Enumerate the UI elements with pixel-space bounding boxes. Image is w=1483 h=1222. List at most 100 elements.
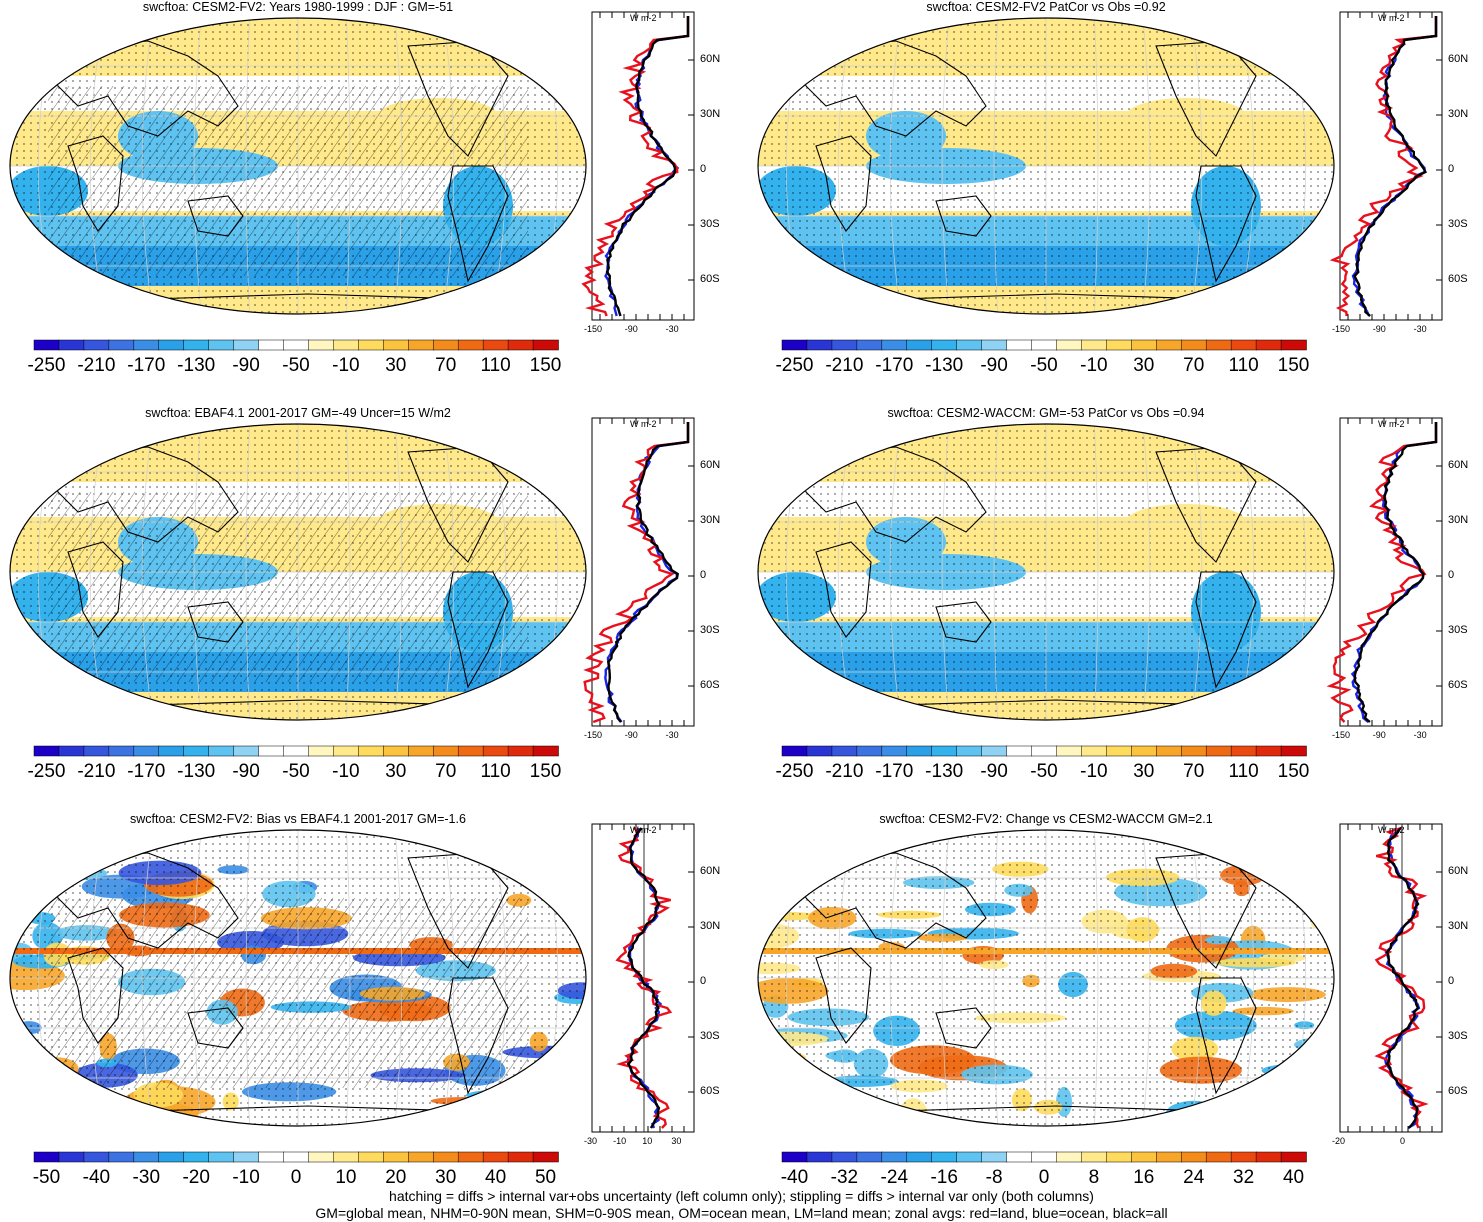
zonal-lat-label: 30N <box>1448 920 1469 932</box>
colorbar <box>781 339 1307 351</box>
zonal-lat-label: 0 <box>1448 975 1455 987</box>
zonal-x-tick: -150 <box>584 730 603 740</box>
zonal-lat-label: 30S <box>1448 218 1468 230</box>
zonal-lat-label: 60S <box>700 273 720 285</box>
colorbar-tick: 32 <box>1233 1167 1255 1188</box>
zonal-x-tick: -90 <box>624 730 638 740</box>
zonal-unit: W m-2 <box>630 13 657 23</box>
colorbar-tick: -32 <box>830 1167 859 1188</box>
colorbar <box>33 1151 559 1163</box>
zonal-lat-label: 0 <box>700 975 707 987</box>
colorbar-tick: 20 <box>385 1167 407 1188</box>
map <box>757 17 1335 315</box>
map-panel-5: swcftoa: CESM2-FV2: Bias vs EBAF4.1 2001… <box>8 812 728 1212</box>
panel-title: swcftoa: CESM2-FV2 PatCor vs Obs =0.92 <box>926 0 1166 14</box>
colorbar-tick: -210 <box>825 761 864 782</box>
colorbar <box>33 745 559 757</box>
colorbar-tick: -30 <box>132 1167 161 1188</box>
zonal-lat-label: 30S <box>700 218 720 230</box>
panel-title: swcftoa: CESM2-FV2: Change vs CESM2-WACC… <box>879 812 1213 826</box>
colorbar-tick: -210 <box>77 761 116 782</box>
zonal-x-tick: -90 <box>1372 730 1386 740</box>
zonal-lat-label: 30S <box>700 1030 720 1042</box>
colorbar-tick: -250 <box>775 355 814 376</box>
zonal-lat-label: 60N <box>700 459 721 471</box>
colorbar <box>781 1151 1307 1163</box>
zonal-x-tick: -30 <box>584 1136 598 1146</box>
colorbar-tick: -90 <box>232 761 260 782</box>
map <box>9 423 587 721</box>
colorbar-tick: 8 <box>1088 1167 1100 1188</box>
colorbar-tick: -10 <box>232 1167 260 1188</box>
colorbar-tick: 10 <box>335 1167 357 1188</box>
colorbar-tick: -10 <box>332 355 360 376</box>
colorbar-tick: -170 <box>127 355 166 376</box>
colorbar-tick: -40 <box>780 1167 809 1188</box>
zonal-x-tick: -150 <box>584 324 603 334</box>
colorbar-tick: -20 <box>182 1167 210 1188</box>
zonal-lat-label: 60N <box>1448 459 1469 471</box>
colorbar-tick: -130 <box>177 761 216 782</box>
colorbar-tick: 70 <box>435 761 457 782</box>
zonal-lat-label: 30S <box>1448 1030 1468 1042</box>
zonal-average-plot <box>1329 11 1443 321</box>
zonal-lat-label: 60N <box>700 53 721 65</box>
zonal-lat-label: 0 <box>1448 163 1455 175</box>
colorbar-tick: -50 <box>282 355 310 376</box>
colorbar-tick: -170 <box>875 761 914 782</box>
zonal-x-tick: -150 <box>1332 730 1351 740</box>
colorbar-tick: -130 <box>925 355 964 376</box>
zonal-lat-label: 60S <box>700 1085 720 1097</box>
colorbar-tick: 30 <box>385 355 407 376</box>
colorbar-tick: -170 <box>127 761 166 782</box>
colorbar-tick: 40 <box>485 1167 507 1188</box>
zonal-x-tick: -90 <box>1372 324 1386 334</box>
zonal-lat-label: 60N <box>1448 865 1469 877</box>
colorbar-tick: -210 <box>77 355 116 376</box>
panel-title: swcftoa: CESM2-FV2: Years 1980-1999 : DJ… <box>142 0 454 14</box>
colorbar-tick: -10 <box>332 761 360 782</box>
colorbar-tick: -8 <box>985 1167 1003 1188</box>
map-panel-3: swcftoa: EBAF4.1 2001-2017 GM=-49 Uncer=… <box>8 406 728 806</box>
colorbar-tick: 0 <box>1038 1167 1050 1188</box>
zonal-x-tick: -20 <box>1332 1136 1346 1146</box>
colorbar-tick: 110 <box>1228 761 1259 782</box>
colorbar-tick: -50 <box>32 1167 61 1188</box>
colorbar-tick: -90 <box>980 355 1008 376</box>
zonal-unit: W m-2 <box>1378 13 1405 23</box>
colorbar-tick: 110 <box>480 355 511 376</box>
footer-line-1: hatching = diffs > internal var+obs unce… <box>389 1188 1094 1204</box>
colorbar-tick: 70 <box>435 355 457 376</box>
panel-title: swcftoa: EBAF4.1 2001-2017 GM=-49 Uncer=… <box>145 406 451 420</box>
colorbar-tick: 30 <box>1133 761 1155 782</box>
zonal-lat-label: 30N <box>700 514 721 526</box>
zonal-lat-label: 60N <box>700 865 721 877</box>
zonal-x-tick: -150 <box>1332 324 1351 334</box>
colorbar-tick: 30 <box>435 1167 457 1188</box>
footer-line-2: GM=global mean, NHM=0-90N mean, SHM=0-90… <box>315 1205 1168 1221</box>
zonal-unit: W m-2 <box>630 825 657 835</box>
colorbar-tick: -24 <box>880 1167 909 1188</box>
colorbar-tick: 16 <box>1133 1167 1155 1188</box>
colorbar-tick: 50 <box>534 1167 557 1188</box>
colorbar-tick: 0 <box>290 1167 302 1188</box>
zonal-average-plot <box>581 11 695 321</box>
colorbar-tick: -250 <box>775 761 814 782</box>
zonal-lat-label: 60N <box>1448 53 1469 65</box>
zonal-lat-label: 0 <box>1448 569 1455 581</box>
zonal-x-tick: -90 <box>624 324 638 334</box>
zonal-x-tick: 30 <box>671 1136 682 1146</box>
zonal-lat-label: 30S <box>1448 624 1468 636</box>
zonal-x-tick: -10 <box>613 1136 627 1146</box>
zonal-lat-label: 30N <box>1448 514 1469 526</box>
zonal-lat-label: 0 <box>700 569 707 581</box>
zonal-lat-label: 0 <box>700 163 707 175</box>
colorbar-tick: 150 <box>1277 355 1310 376</box>
panel-title: swcftoa: CESM2-WACCM: GM=-53 PatCor vs O… <box>887 406 1205 420</box>
colorbar-tick: 150 <box>529 355 562 376</box>
colorbar-tick: 70 <box>1183 355 1205 376</box>
colorbar <box>33 339 559 351</box>
map <box>9 17 587 315</box>
colorbar-tick: -250 <box>27 355 66 376</box>
colorbar-tick: 70 <box>1183 761 1205 782</box>
